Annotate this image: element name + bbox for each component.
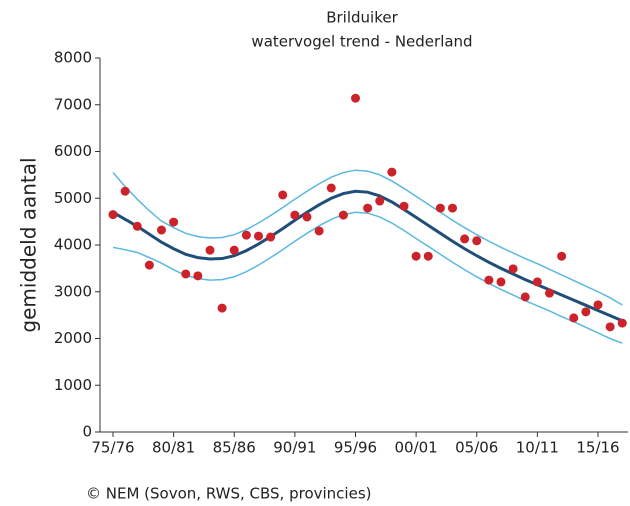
y-tick-label: 7000 (54, 95, 92, 113)
data-point (290, 210, 300, 220)
data-point (435, 203, 445, 213)
y-tick-label: 8000 (54, 49, 92, 67)
x-tick-label: 05/06 (455, 439, 498, 457)
data-point (326, 183, 336, 193)
data-point (593, 300, 603, 310)
y-tick-label: 6000 (54, 142, 92, 160)
x-tick-label: 75/76 (91, 439, 134, 457)
confidence-band (112, 169, 623, 306)
data-point (193, 271, 203, 281)
data-point (520, 292, 530, 302)
x-tick-label: 85/86 (213, 439, 256, 457)
data-point (241, 230, 251, 240)
y-tick-label: 0 (82, 423, 92, 441)
data-point (472, 236, 482, 246)
data-point (581, 307, 591, 317)
x-tick-label: 90/91 (273, 439, 316, 457)
data-point (496, 277, 506, 287)
data-point (351, 93, 360, 103)
data-point (375, 196, 385, 206)
source-note: © NEM (Sovon, RWS, CBS, provincies) (86, 485, 371, 503)
chart-subtitle: watervogel trend - Nederland (251, 33, 472, 51)
chart-title: Brilduiker (326, 9, 398, 27)
data-point (132, 221, 142, 231)
x-tick-label: 15/16 (576, 439, 619, 457)
confidence-band (112, 211, 623, 344)
data-point (157, 225, 166, 235)
data-point (314, 226, 324, 236)
x-tick-label: 00/01 (395, 439, 438, 457)
data-point (217, 303, 227, 313)
data-point (399, 201, 409, 211)
data-point (108, 210, 118, 220)
x-tick-label: 80/81 (152, 439, 195, 457)
data-point (557, 251, 567, 261)
data-point (545, 288, 554, 298)
y-tick-label: 2000 (54, 329, 92, 347)
data-point (266, 232, 276, 242)
y-tick-label: 3000 (54, 282, 92, 300)
data-point (411, 251, 421, 261)
data-point (460, 234, 470, 244)
y-tick-label: 5000 (54, 189, 92, 207)
x-tick-label: 10/11 (516, 439, 559, 457)
y-tick-label: 4000 (54, 236, 92, 254)
x-tick-label: 95/96 (334, 439, 377, 457)
data-point (254, 231, 263, 241)
data-point (278, 190, 288, 200)
y-axis-title: gemiddeld aantal (17, 157, 41, 332)
data-point (205, 245, 215, 255)
data-point (387, 167, 397, 177)
data-point (605, 322, 615, 332)
data-point (508, 264, 518, 274)
data-point (229, 245, 239, 255)
data-point (181, 269, 191, 279)
y-tick-label: 1000 (54, 376, 92, 394)
data-point (363, 203, 373, 213)
data-point (338, 210, 348, 220)
data-point (169, 217, 179, 227)
data-point (532, 277, 542, 287)
data-point (423, 251, 433, 261)
data-point (302, 212, 312, 222)
data-point (448, 203, 457, 213)
data-point (144, 260, 154, 270)
data-point (569, 313, 579, 323)
data-point (484, 275, 494, 285)
data-point (617, 318, 627, 328)
data-point (120, 186, 130, 196)
